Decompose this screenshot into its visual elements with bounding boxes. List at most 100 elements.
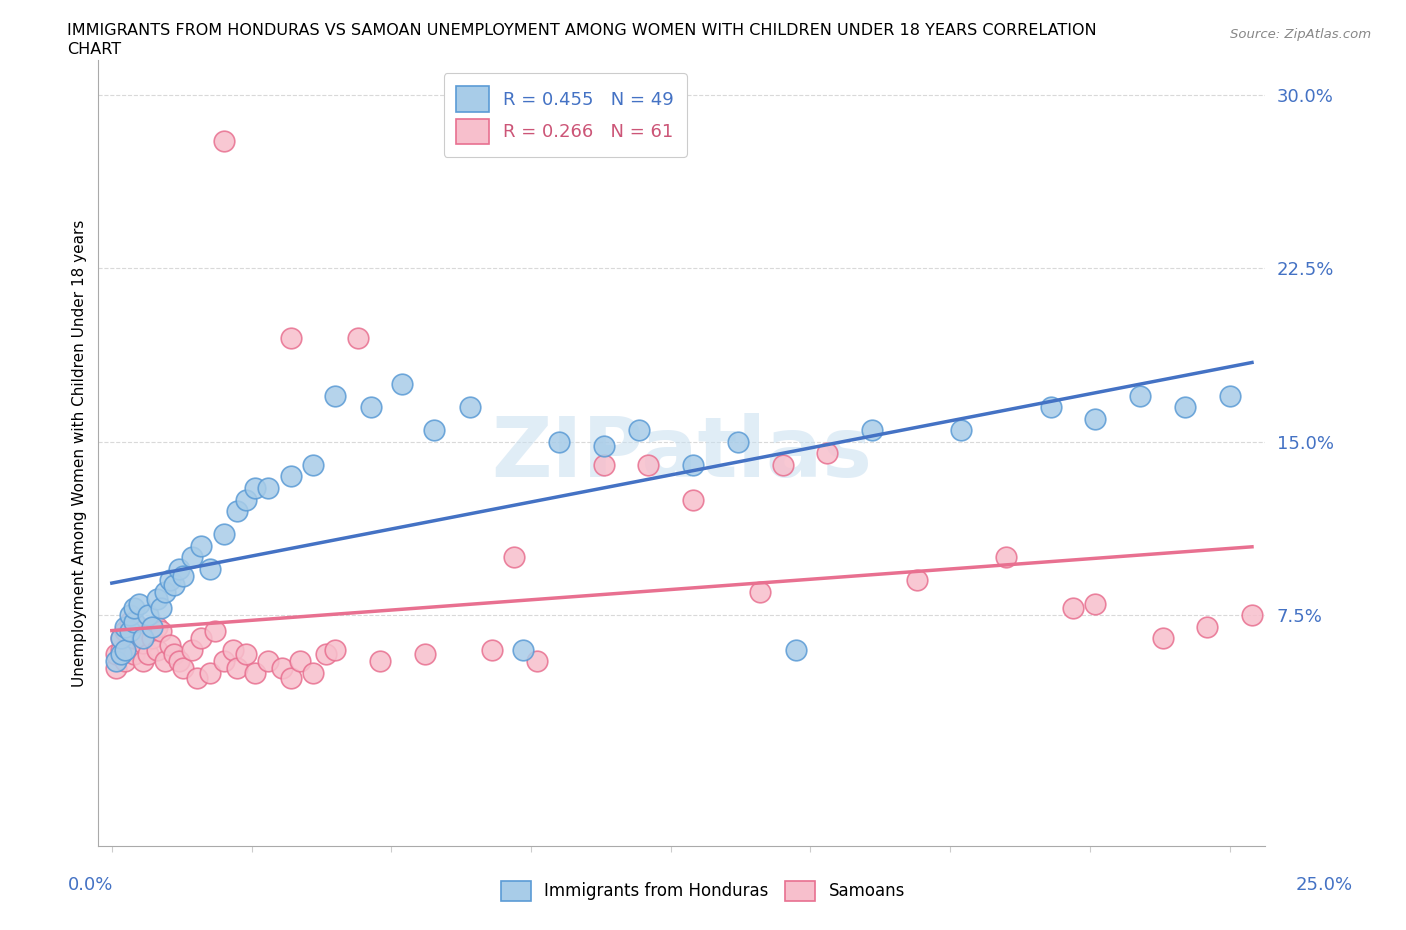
Point — [360, 400, 382, 415]
Point — [592, 458, 614, 472]
Point — [159, 573, 181, 588]
Legend: Immigrants from Honduras, Samoans: Immigrants from Honduras, Samoans — [495, 874, 911, 908]
Point — [155, 585, 177, 600]
Point — [772, 458, 794, 472]
Point — [200, 562, 222, 577]
Point — [200, 666, 222, 681]
Point — [481, 643, 503, 658]
Point — [145, 591, 167, 606]
Text: Source: ZipAtlas.com: Source: ZipAtlas.com — [1230, 28, 1371, 41]
Point — [288, 654, 311, 669]
Point — [235, 647, 257, 662]
Point — [526, 654, 548, 669]
Point — [548, 434, 571, 449]
Point — [1039, 400, 1062, 415]
Point — [159, 638, 181, 653]
Point — [221, 643, 243, 658]
Point — [118, 615, 141, 630]
Point — [280, 330, 302, 345]
Point — [167, 562, 190, 577]
Point — [226, 661, 249, 676]
Point — [128, 596, 150, 611]
Point — [105, 661, 128, 676]
Point — [1062, 601, 1084, 616]
Point — [122, 615, 145, 630]
Point — [391, 377, 413, 392]
Point — [302, 458, 325, 472]
Point — [118, 607, 141, 622]
Point — [235, 492, 257, 507]
Point — [212, 526, 235, 541]
Point — [163, 578, 186, 592]
Point — [105, 647, 128, 662]
Point — [212, 654, 235, 669]
Point — [423, 423, 446, 438]
Point — [315, 647, 337, 662]
Point — [114, 654, 136, 669]
Text: ZIPatlas: ZIPatlas — [492, 413, 872, 494]
Point — [105, 654, 128, 669]
Point — [682, 492, 704, 507]
Point — [136, 607, 159, 622]
Point — [110, 631, 132, 645]
Point — [150, 601, 173, 616]
Point — [512, 643, 534, 658]
Point — [145, 643, 167, 658]
Point — [346, 330, 368, 345]
Point — [785, 643, 807, 658]
Y-axis label: Unemployment Among Women with Children Under 18 years: Unemployment Among Women with Children U… — [72, 219, 87, 687]
Point — [110, 643, 132, 658]
Point — [503, 550, 526, 565]
Point — [270, 661, 292, 676]
Point — [1152, 631, 1174, 645]
Point — [727, 434, 749, 449]
Point — [172, 661, 194, 676]
Text: 25.0%: 25.0% — [1295, 876, 1353, 895]
Point — [1084, 411, 1107, 426]
Point — [280, 671, 302, 685]
Text: IMMIGRANTS FROM HONDURAS VS SAMOAN UNEMPLOYMENT AMONG WOMEN WITH CHILDREN UNDER : IMMIGRANTS FROM HONDURAS VS SAMOAN UNEMP… — [67, 23, 1097, 38]
Point — [815, 446, 838, 461]
Point — [114, 624, 136, 639]
Point — [257, 481, 280, 496]
Point — [458, 400, 481, 415]
Point — [118, 643, 141, 658]
Point — [368, 654, 391, 669]
Point — [280, 469, 302, 484]
Point — [1174, 400, 1197, 415]
Point — [325, 643, 347, 658]
Point — [110, 631, 132, 645]
Point — [204, 624, 226, 639]
Point — [190, 631, 212, 645]
Point — [1240, 607, 1263, 622]
Point — [114, 643, 136, 658]
Point — [141, 619, 163, 634]
Point — [155, 654, 177, 669]
Point — [181, 643, 204, 658]
Point — [950, 423, 973, 438]
Point — [212, 134, 235, 149]
Point — [132, 635, 155, 650]
Point — [1129, 388, 1152, 403]
Point — [186, 671, 208, 685]
Point — [243, 666, 266, 681]
Point — [682, 458, 704, 472]
Point — [136, 647, 159, 662]
Point — [302, 666, 325, 681]
Point — [110, 647, 132, 662]
Point — [190, 538, 212, 553]
Point — [243, 481, 266, 496]
Point — [114, 619, 136, 634]
Point — [122, 631, 145, 645]
Point — [628, 423, 651, 438]
Point — [145, 619, 167, 634]
Point — [122, 601, 145, 616]
Point — [150, 624, 173, 639]
Point — [749, 585, 772, 600]
Legend: R = 0.455   N = 49, R = 0.266   N = 61: R = 0.455 N = 49, R = 0.266 N = 61 — [444, 73, 686, 157]
Point — [181, 550, 204, 565]
Point — [592, 439, 614, 454]
Text: 0.0%: 0.0% — [67, 876, 112, 895]
Point — [1219, 388, 1241, 403]
Point — [172, 568, 194, 583]
